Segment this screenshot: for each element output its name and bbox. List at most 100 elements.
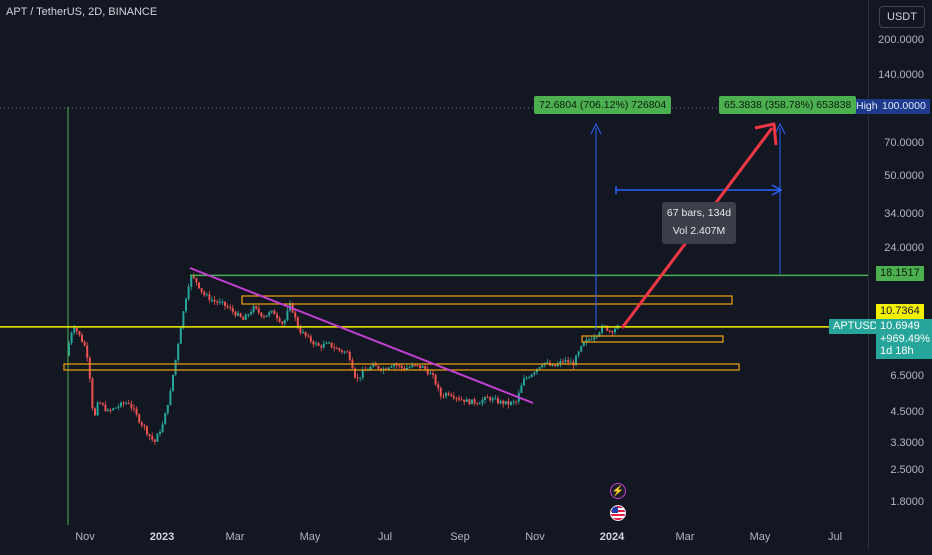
- candle-body: [299, 328, 302, 333]
- candle-body: [580, 346, 583, 352]
- y-tick-label: 34.0000: [884, 207, 924, 220]
- candle-body: [81, 334, 83, 342]
- candle-body: [486, 397, 489, 399]
- currency-button[interactable]: USDT: [879, 6, 925, 28]
- candle-body: [304, 332, 307, 336]
- bar-countdown: 1d 18h: [880, 345, 914, 357]
- y-tick-label: 140.0000: [878, 68, 924, 81]
- candle-body: [195, 278, 198, 283]
- candle-body: [257, 308, 260, 313]
- candle-body: [153, 439, 156, 442]
- x-tick-label: Nov: [75, 531, 95, 543]
- candle-body: [452, 395, 455, 398]
- y-tick-label: 200.0000: [878, 34, 924, 46]
- candle-body: [200, 288, 203, 292]
- candle-body: [406, 367, 408, 370]
- candle-body: [273, 310, 276, 315]
- x-tick-label: May: [299, 531, 321, 543]
- candle-body: [338, 348, 341, 351]
- candle-body: [182, 311, 185, 328]
- candle-body: [244, 314, 247, 320]
- downtrend-line: [189, 267, 534, 404]
- candle-body: [205, 294, 208, 296]
- candle-body: [346, 351, 349, 353]
- candle-body: [413, 364, 416, 366]
- candle-body: [185, 299, 187, 312]
- candle-body: [307, 335, 310, 337]
- candle-body: [445, 393, 447, 397]
- measurement-label-right[interactable]: 65.3838 (358.78%) 653838: [719, 96, 857, 114]
- price-axis[interactable]: [868, 0, 932, 550]
- candle-body: [281, 321, 284, 324]
- candles-layer: [68, 273, 619, 445]
- candle-body: [146, 426, 148, 435]
- candle-body: [73, 327, 76, 333]
- candle-body: [442, 396, 445, 398]
- candle-body: [450, 394, 453, 396]
- symbol-title: APT / TetherUS, 2D, BINANCE: [6, 6, 158, 18]
- candle-body: [75, 327, 78, 332]
- candle-body: [447, 393, 450, 395]
- yellow-level-badge: 10.7364: [876, 304, 924, 319]
- candle-body: [460, 399, 463, 401]
- candle-body: [395, 364, 398, 366]
- candle-body: [309, 336, 312, 342]
- candle-body: [569, 361, 572, 363]
- candle-body: [575, 355, 577, 366]
- candle-body: [133, 407, 135, 409]
- candle-body: [439, 387, 442, 397]
- x-tick-label: Nov: [525, 531, 545, 543]
- candle-body: [567, 360, 570, 363]
- measurement-label-left[interactable]: 72.6804 (706.12%) 726804: [534, 96, 672, 114]
- candle-body: [107, 409, 109, 411]
- candle-body: [361, 369, 364, 378]
- candle-body: [611, 331, 614, 333]
- us-flag-icon[interactable]: [610, 505, 626, 521]
- candle-body: [99, 402, 102, 404]
- candle-body: [601, 325, 603, 333]
- candle-body: [437, 384, 440, 388]
- green-level-badge: 18.1517: [876, 266, 924, 281]
- candle-body: [138, 414, 141, 423]
- candle-body: [374, 363, 377, 366]
- y-tick-label: 4.5000: [890, 406, 924, 419]
- candle-body: [242, 316, 245, 320]
- candle-body: [78, 331, 81, 335]
- x-tick-label: Jul: [827, 531, 843, 543]
- high-tag: High: [852, 99, 882, 114]
- candle-body: [218, 301, 221, 303]
- candle-body: [559, 361, 562, 364]
- candle-body: [424, 366, 427, 370]
- candle-body: [231, 308, 234, 312]
- candle-body: [481, 399, 484, 404]
- candle-body: [161, 424, 164, 433]
- candle-body: [385, 368, 388, 370]
- tooltip-bars: 67 bars, 134d: [666, 207, 732, 219]
- measure-arrowhead-left: [590, 122, 602, 135]
- candle-body: [83, 341, 86, 346]
- candle-body: [283, 320, 286, 324]
- candle-body: [538, 367, 541, 369]
- candle-body: [533, 372, 536, 375]
- candle-body: [608, 330, 611, 332]
- candle-body: [159, 432, 161, 434]
- tooltip-volume: Vol 2.407M: [672, 225, 726, 237]
- candle-body: [429, 373, 432, 375]
- candle-body: [356, 377, 359, 379]
- candle-body: [494, 398, 497, 400]
- candle-body: [426, 369, 429, 375]
- candle-body: [239, 313, 242, 317]
- lightning-icon[interactable]: ⚡: [610, 483, 626, 499]
- candle-body: [484, 397, 486, 400]
- chart-area[interactable]: [0, 0, 868, 550]
- price-chart[interactable]: [0, 0, 868, 550]
- candle-body: [582, 342, 585, 347]
- projection-arrowhead: [754, 122, 778, 146]
- candle-body: [211, 299, 213, 301]
- candle-body: [343, 351, 346, 353]
- x-tick-label: May: [749, 531, 771, 543]
- candle-body: [476, 403, 479, 405]
- candle-body: [164, 413, 167, 425]
- candle-body: [419, 365, 421, 369]
- candle-body: [325, 342, 328, 344]
